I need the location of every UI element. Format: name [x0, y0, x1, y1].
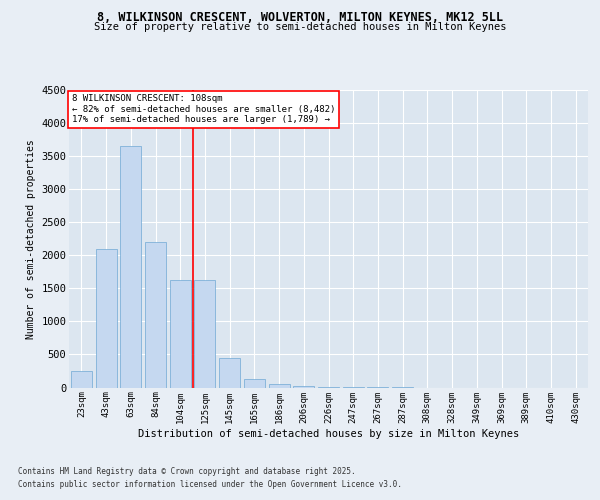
Bar — [170, 280, 191, 388]
Bar — [244, 379, 265, 388]
Text: Contains HM Land Registry data © Crown copyright and database right 2025.: Contains HM Land Registry data © Crown c… — [18, 467, 356, 476]
Text: 8 WILKINSON CRESCENT: 108sqm
← 82% of semi-detached houses are smaller (8,482)
1: 8 WILKINSON CRESCENT: 108sqm ← 82% of se… — [71, 94, 335, 124]
Bar — [269, 384, 290, 388]
Bar — [194, 280, 215, 388]
Bar — [120, 146, 141, 388]
Bar — [293, 386, 314, 388]
Bar — [145, 242, 166, 388]
Bar — [95, 248, 116, 388]
Text: Contains public sector information licensed under the Open Government Licence v3: Contains public sector information licen… — [18, 480, 402, 489]
Bar — [219, 358, 240, 388]
Bar — [71, 371, 92, 388]
Text: Size of property relative to semi-detached houses in Milton Keynes: Size of property relative to semi-detach… — [94, 22, 506, 32]
Y-axis label: Number of semi-detached properties: Number of semi-detached properties — [26, 139, 35, 338]
X-axis label: Distribution of semi-detached houses by size in Milton Keynes: Distribution of semi-detached houses by … — [138, 430, 519, 440]
Text: 8, WILKINSON CRESCENT, WOLVERTON, MILTON KEYNES, MK12 5LL: 8, WILKINSON CRESCENT, WOLVERTON, MILTON… — [97, 11, 503, 24]
